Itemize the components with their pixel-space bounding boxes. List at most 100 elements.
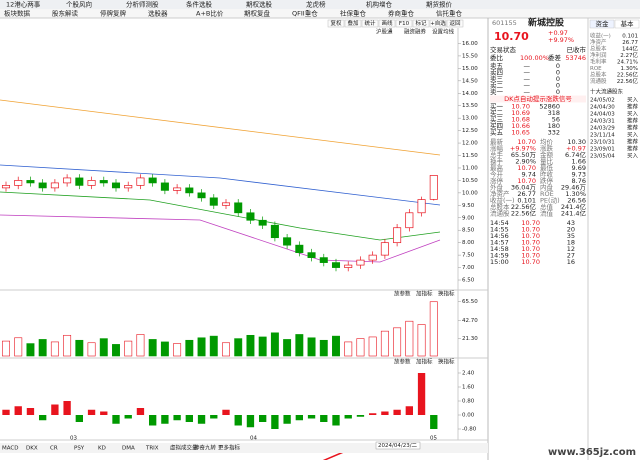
menu-item[interactable]: 12港心两事 xyxy=(6,0,41,9)
y-tick-label: 8.00 xyxy=(462,240,475,246)
y-tick-label: 9.00 xyxy=(462,215,475,221)
order-label: 卖四 xyxy=(490,69,503,77)
menu-item[interactable]: 机构增仓 xyxy=(366,0,393,9)
stat-cell: 总值 xyxy=(540,202,554,211)
panel-button[interactable]: 换指标 xyxy=(438,358,455,366)
volume-bar xyxy=(246,334,255,357)
button[interactable] xyxy=(378,19,396,28)
button[interactable] xyxy=(344,19,362,28)
panel-button[interactable]: 放参数 xyxy=(394,358,411,366)
side-tab-label[interactable]: 资金 xyxy=(596,19,610,28)
menu-item[interactable]: 个股风向 xyxy=(66,0,92,9)
tab[interactable]: 停牌复牌 xyxy=(100,9,127,18)
button-label[interactable]: 复权 xyxy=(330,19,342,27)
button-label[interactable]: F10 xyxy=(399,21,410,27)
y-tick-label: 0.80 xyxy=(462,399,475,405)
tab[interactable]: QFII重仓 xyxy=(292,9,318,18)
tab[interactable]: 板块数据 xyxy=(4,9,31,18)
candle-body xyxy=(417,199,426,214)
volume-bar xyxy=(112,344,120,357)
macd-bar xyxy=(246,415,255,428)
menu-item[interactable]: 分析师测股 xyxy=(126,0,159,9)
menu-item[interactable]: 条件选股 xyxy=(186,0,213,9)
change: +0.97 xyxy=(548,29,568,37)
ma-line xyxy=(0,164,441,206)
volume-bar xyxy=(295,334,304,357)
side-rating: 推荐 xyxy=(627,103,639,111)
order-price: — xyxy=(524,88,531,96)
ratio-cell: 委差 xyxy=(548,53,562,62)
stat-cell: ROE xyxy=(540,190,554,198)
button-label[interactable]: 标记 xyxy=(415,19,427,27)
order-price: 10.69 xyxy=(511,109,530,117)
cursor-date-box xyxy=(375,441,421,450)
indicator-tab[interactable]: DMA xyxy=(122,446,135,452)
button[interactable] xyxy=(395,19,413,28)
tab[interactable]: 选股器 xyxy=(148,9,168,18)
tab[interactable]: 期权复盘 xyxy=(244,9,271,18)
button[interactable] xyxy=(446,19,464,28)
button-label[interactable]: 叠加 xyxy=(347,19,358,27)
side-rating: 买入 xyxy=(627,131,639,139)
button[interactable] xyxy=(412,19,430,28)
order-label: 卖一 xyxy=(490,88,504,96)
button[interactable] xyxy=(327,19,345,28)
indicator-tab[interactable]: MACD xyxy=(2,446,19,452)
indicator-tab[interactable]: 更多指标 xyxy=(218,444,241,452)
menu-item[interactable]: 龙虎榜 xyxy=(306,0,326,9)
stat-cell: 9.74 xyxy=(522,171,536,179)
side-tab-label[interactable]: 基本 xyxy=(621,19,635,28)
button-label[interactable]: +自选 xyxy=(430,19,446,27)
indicator-tab[interactable]: 神奇九转 xyxy=(194,444,217,452)
stat-cell: 26.77 xyxy=(517,190,536,198)
y-tick-label: 10.00 xyxy=(462,190,478,196)
menu-item[interactable]: 期权选股 xyxy=(246,0,273,9)
side-tab[interactable] xyxy=(589,19,615,29)
stat-cell: +0.97 xyxy=(566,145,586,153)
side-tab[interactable] xyxy=(614,19,640,29)
trade-price: 10.70 xyxy=(521,239,540,247)
button-label[interactable]: 统计 xyxy=(364,19,376,27)
menu-item[interactable]: 期货报价 xyxy=(426,0,453,9)
tab[interactable]: A+B比价 xyxy=(196,9,224,18)
order-price: 10.68 xyxy=(511,116,530,124)
tab[interactable]: 券商重仓 xyxy=(388,9,415,18)
note[interactable]: DK点自动提示涨跌信号 xyxy=(504,94,572,103)
panel-button[interactable]: 放参数 xyxy=(394,290,411,298)
indicator-tab[interactable]: PSY xyxy=(74,446,85,452)
indicator-tab[interactable]: TRIX xyxy=(145,446,159,452)
candle-body xyxy=(209,197,218,206)
macd-bar xyxy=(197,415,206,424)
stat-cell: 1.30% xyxy=(565,190,586,198)
side-date: 24/05/02 xyxy=(590,98,615,104)
panel-button[interactable]: 换指标 xyxy=(438,290,455,298)
stat-cell: 最新 xyxy=(490,137,504,146)
side-value: 1.30% xyxy=(621,66,638,72)
volume-bar xyxy=(75,339,84,357)
trade-time: 14:54 xyxy=(490,219,509,227)
button-label[interactable]: 画线 xyxy=(381,19,393,27)
macd-bar xyxy=(173,415,181,421)
volume-bar xyxy=(14,337,23,357)
y-tick-label: 6.50 xyxy=(462,278,475,284)
indicator-tab[interactable]: 虚拟成交量 xyxy=(170,444,198,452)
panel-button[interactable]: 加指标 xyxy=(416,290,433,298)
button[interactable] xyxy=(429,19,447,28)
indicator-tab[interactable]: DKX xyxy=(26,446,38,452)
panel-button[interactable]: 加指标 xyxy=(416,358,433,366)
macd-bar xyxy=(39,415,47,421)
order-volume: 56 xyxy=(552,116,560,124)
tab[interactable]: 社保重仓 xyxy=(340,9,367,18)
indicator-tab[interactable]: CR xyxy=(50,446,58,452)
indicator-tab[interactable]: KD xyxy=(98,446,106,452)
y-tick-label: 15.00 xyxy=(462,66,478,72)
tab[interactable]: 股东解读 xyxy=(52,9,79,18)
tab[interactable]: 信托重仓 xyxy=(436,9,463,18)
button[interactable] xyxy=(361,19,379,28)
volume-bar xyxy=(63,334,72,357)
order-price: 10.70 xyxy=(511,103,530,111)
order-label: 买五 xyxy=(490,129,504,137)
macd-bar xyxy=(63,401,71,415)
button-label[interactable]: 返回 xyxy=(449,20,461,27)
chart-option: 设置均线 xyxy=(432,28,455,36)
